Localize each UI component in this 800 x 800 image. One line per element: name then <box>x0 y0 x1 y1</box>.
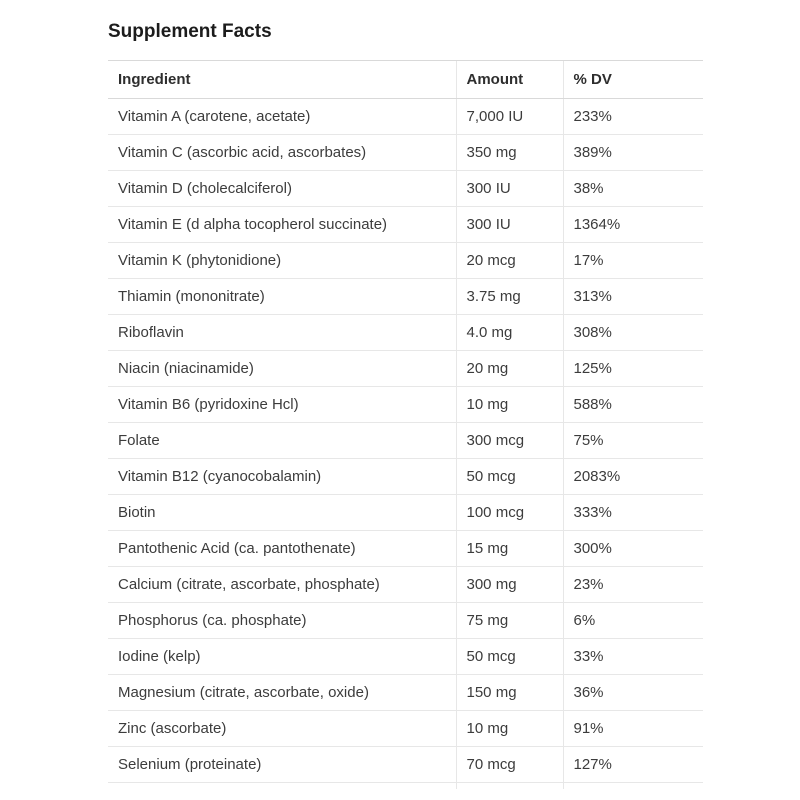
supplement-facts-table: Ingredient Amount % DV Vitamin A (carote… <box>108 60 703 789</box>
table-row: Vitamin C (ascorbic acid, ascorbates) 350… <box>108 134 703 171</box>
supplement-facts-page: Supplement Facts Ingredient Amount % DV … <box>0 20 800 789</box>
amount-cell: 100 mcg <box>455 494 563 531</box>
table-row: Folate 300 mcg 75% <box>108 422 703 459</box>
amount-cell: 350 mg <box>455 134 563 171</box>
table-row: Thiamin (mononitrate) 3.75 mg 313% <box>108 278 703 315</box>
amount-cell: 300 mcg <box>455 422 563 459</box>
ingredient-cell: Magnesium (citrate, ascorbate, oxide) <box>108 674 456 711</box>
amount-cell: 3.75 mg <box>455 278 563 315</box>
clipped-cell <box>562 782 703 789</box>
dv-cell: 91% <box>562 710 703 747</box>
amount-cell: 300 IU <box>455 206 563 243</box>
amount-cell: 50 mcg <box>455 458 563 495</box>
table-row: Selenium (proteinate) 70 mcg 127% <box>108 746 703 783</box>
table-row: Pantothenic Acid (ca. pantothenate) 15 mg… <box>108 530 703 567</box>
ingredient-cell: Vitamin B12 (cyanocobalamin) <box>108 458 456 495</box>
dv-cell: 2083% <box>562 458 703 495</box>
ingredient-cell: Niacin (niacinamide) <box>108 350 456 387</box>
table-row: Vitamin B12 (cyanocobalamin) 50 mcg 2083% <box>108 458 703 495</box>
table-row: Vitamin E (d alpha tocopherol succinate)… <box>108 206 703 243</box>
ingredient-cell: Folate <box>108 422 456 459</box>
amount-cell: 300 mg <box>455 566 563 603</box>
dv-cell: 6% <box>562 602 703 639</box>
ingredient-cell: Calcium (citrate, ascorbate, phosphate) <box>108 566 456 603</box>
amount-cell: 7,000 IU <box>455 98 563 135</box>
amount-cell: 10 mg <box>455 710 563 747</box>
dv-cell: 38% <box>562 170 703 207</box>
ingredient-cell: Vitamin B6 (pyridoxine Hcl) <box>108 386 456 423</box>
ingredient-cell: Iodine (kelp) <box>108 638 456 675</box>
table-row: Vitamin B6 (pyridoxine Hcl) 10 mg 588% <box>108 386 703 423</box>
dv-cell: 333% <box>562 494 703 531</box>
table-row: Vitamin K (phytonidione) 20 mcg 17% <box>108 242 703 279</box>
table-row: Biotin 100 mcg 333% <box>108 494 703 531</box>
ingredient-cell: Vitamin E (d alpha tocopherol succinate) <box>108 206 456 243</box>
table-row: Riboflavin 4.0 mg 308% <box>108 314 703 351</box>
dv-cell: 233% <box>562 98 703 135</box>
dv-cell: 313% <box>562 278 703 315</box>
dv-cell: 33% <box>562 638 703 675</box>
clipped-cell <box>108 783 456 789</box>
table-body: Vitamin A (carotene, acetate) 7,000 IU 233… <box>108 98 703 789</box>
ingredient-cell: Vitamin D (cholecalciferol) <box>108 170 456 207</box>
dv-cell: 17% <box>562 242 703 279</box>
table-row: Zinc (ascorbate) 10 mg 91% <box>108 710 703 747</box>
dv-cell: 127% <box>562 746 703 783</box>
table-row: Calcium (citrate, ascorbate, phosphate) 3… <box>108 566 703 603</box>
dv-cell: 300% <box>562 530 703 567</box>
ingredient-cell: Thiamin (mononitrate) <box>108 278 456 315</box>
table-row: Niacin (niacinamide) 20 mg 125% <box>108 350 703 387</box>
table-row: Vitamin A (carotene, acetate) 7,000 IU 233… <box>108 98 703 135</box>
table-row: Magnesium (citrate, ascorbate, oxide) 150… <box>108 674 703 711</box>
table-row: Vitamin D (cholecalciferol) 300 IU 38% <box>108 170 703 207</box>
ingredient-cell: Pantothenic Acid (ca. pantothenate) <box>108 530 456 567</box>
ingredient-cell: Zinc (ascorbate) <box>108 710 456 747</box>
dv-cell: 75% <box>562 422 703 459</box>
amount-cell: 70 mcg <box>455 746 563 783</box>
dv-cell: 389% <box>562 134 703 171</box>
column-header-dv: % DV <box>562 60 703 99</box>
dv-cell: 308% <box>562 314 703 351</box>
ingredient-cell: Vitamin K (phytonidione) <box>108 242 456 279</box>
dv-cell: 23% <box>562 566 703 603</box>
amount-cell: 300 IU <box>455 170 563 207</box>
amount-cell: 75 mg <box>455 602 563 639</box>
dv-cell: 125% <box>562 350 703 387</box>
clipped-cell <box>455 782 563 789</box>
amount-cell: 4.0 mg <box>455 314 563 351</box>
ingredient-cell: Vitamin A (carotene, acetate) <box>108 98 456 135</box>
amount-cell: 20 mcg <box>455 242 563 279</box>
ingredient-cell: Biotin <box>108 494 456 531</box>
amount-cell: 50 mcg <box>455 638 563 675</box>
ingredient-cell: Vitamin C (ascorbic acid, ascorbates) <box>108 134 456 171</box>
ingredient-cell: Phosphorus (ca. phosphate) <box>108 602 456 639</box>
table-row-clipped <box>108 782 703 789</box>
dv-cell: 1364% <box>562 206 703 243</box>
table-header-row: Ingredient Amount % DV <box>108 60 703 99</box>
amount-cell: 20 mg <box>455 350 563 387</box>
ingredient-cell: Riboflavin <box>108 314 456 351</box>
amount-cell: 150 mg <box>455 674 563 711</box>
dv-cell: 588% <box>562 386 703 423</box>
amount-cell: 10 mg <box>455 386 563 423</box>
column-header-amount: Amount <box>455 60 563 99</box>
table-row: Iodine (kelp) 50 mcg 33% <box>108 638 703 675</box>
dv-cell: 36% <box>562 674 703 711</box>
page-title: Supplement Facts <box>108 21 272 42</box>
column-header-ingredient: Ingredient <box>108 60 456 99</box>
ingredient-cell: Selenium (proteinate) <box>108 746 456 783</box>
amount-cell: 15 mg <box>455 530 563 567</box>
table-row: Phosphorus (ca. phosphate) 75 mg 6% <box>108 602 703 639</box>
